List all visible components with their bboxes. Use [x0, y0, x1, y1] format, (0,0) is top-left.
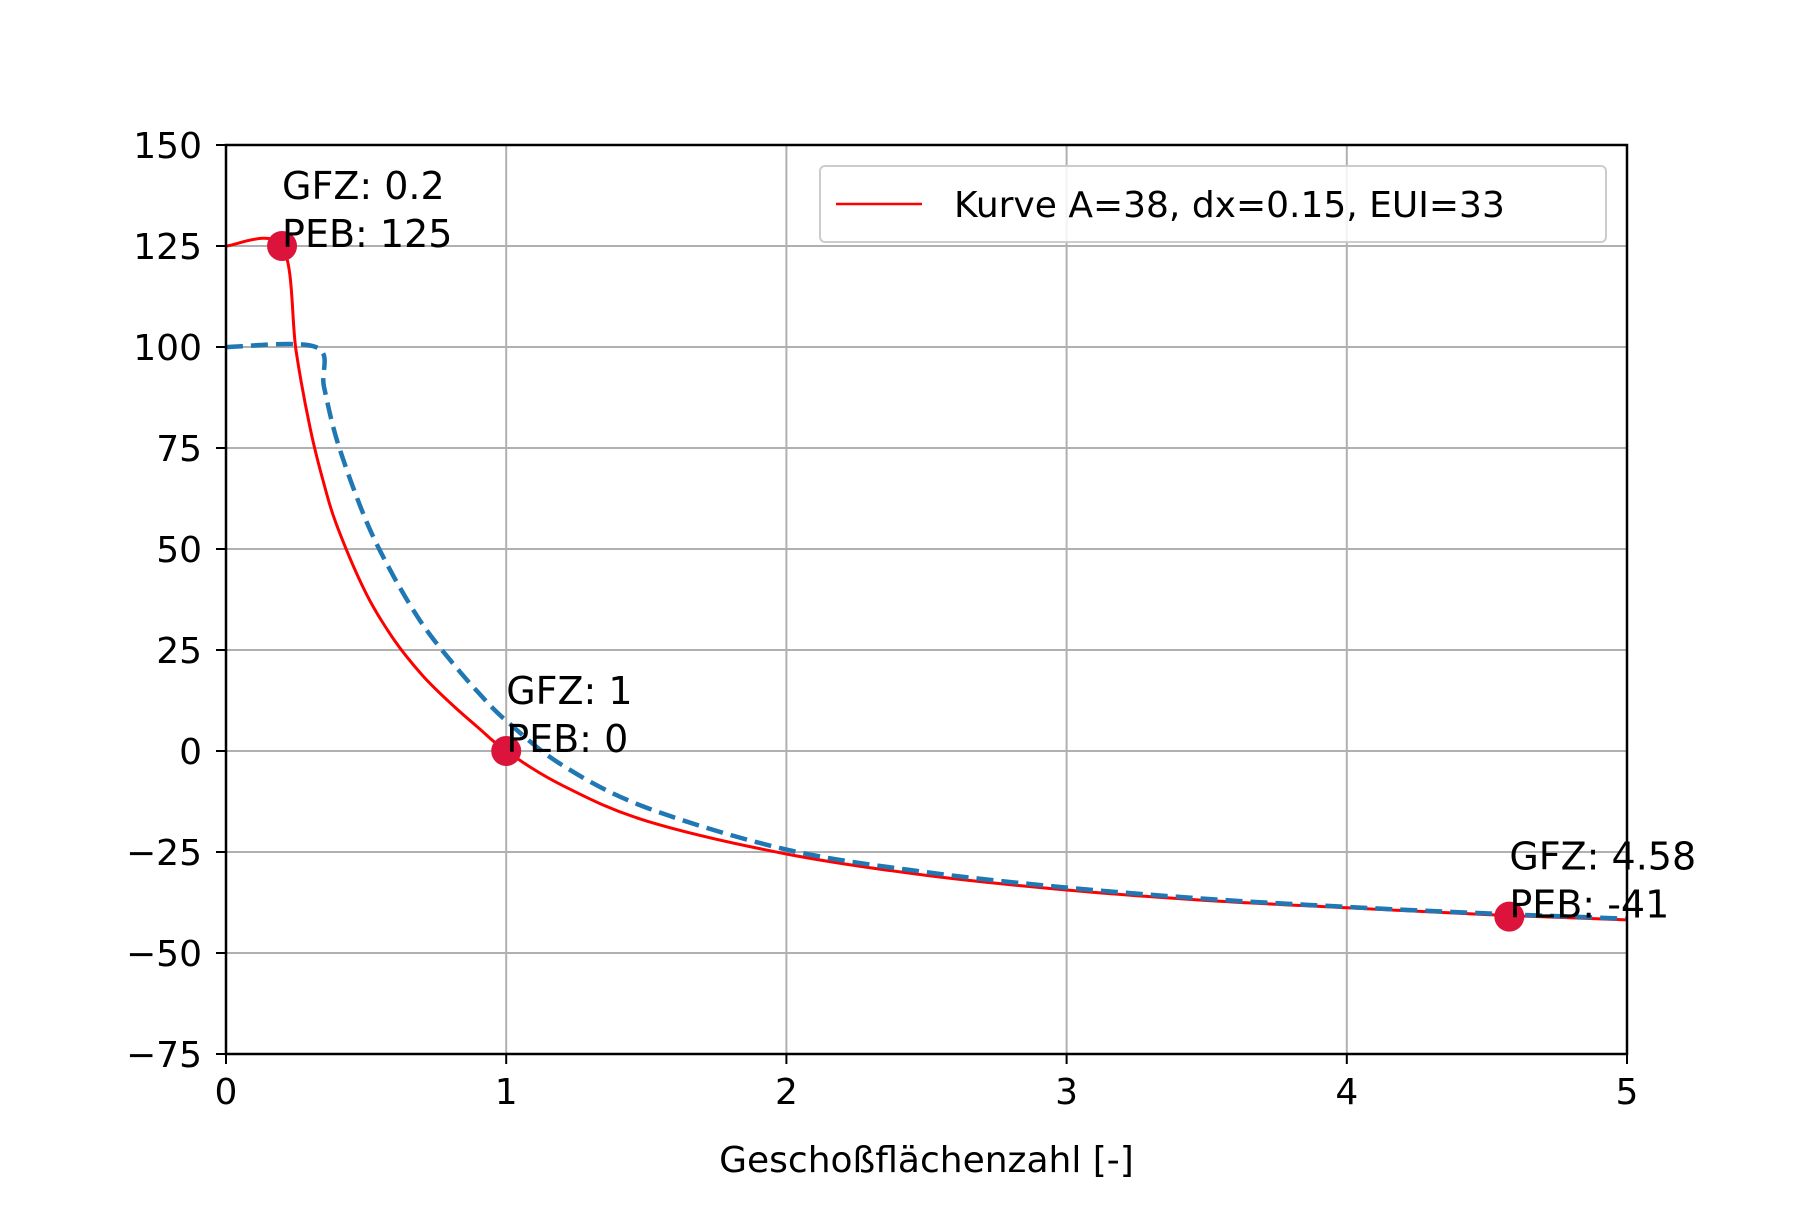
point-annotation-peb: PEB: -41: [1509, 883, 1669, 927]
y-tick-label: 25: [156, 631, 202, 672]
point-annotation-gfz: GFZ: 1: [506, 669, 632, 713]
axis-ticks: 0 1 2 3 4 5 −75 −50 −25 0 25 50 75 100 125 150: [126, 126, 1638, 1113]
legend-label-kurve: Kurve A=38, dx=0.15, EUI=33: [954, 185, 1505, 226]
point-annotation-peb: PEB: 0: [506, 717, 628, 761]
highlight-point: [267, 231, 298, 261]
y-tick-label: 50: [156, 530, 202, 571]
x-tick-label: 3: [1055, 1072, 1078, 1113]
series-lines: [225, 236, 1628, 922]
legend: Kurve A=38, dx=0.15, EUI=33: [819, 165, 1607, 243]
x-tick-label: 5: [1616, 1072, 1639, 1113]
point-annotation-gfz: GFZ: 4.58: [1509, 835, 1696, 879]
y-tick-label: 100: [133, 328, 202, 369]
grid: [225, 144, 1628, 1055]
series-line-kurve: [225, 236, 1628, 922]
y-tick-label: 0: [179, 732, 202, 773]
series-line-dashed: [225, 341, 1628, 921]
y-tick-label: 125: [133, 227, 202, 268]
y-tick-label: −25: [126, 833, 202, 874]
plot-frame: [224, 143, 1629, 1056]
highlight-point: [491, 736, 522, 766]
legend-box: [819, 165, 1607, 243]
x-tick-label: 0: [215, 1072, 238, 1113]
point-annotation-peb: PEB: 125: [282, 212, 452, 256]
x-axis-label: Geschoßflächenzahl [-]: [719, 1140, 1134, 1181]
y-tick-label: −50: [126, 934, 202, 975]
y-tick-label: −75: [126, 1035, 202, 1076]
x-tick-label: 2: [775, 1072, 798, 1113]
x-tick-label: 1: [495, 1072, 518, 1113]
y-tick-label: 150: [133, 126, 202, 167]
point-annotation-gfz: GFZ: 0.2: [282, 164, 445, 208]
highlight-point: [1494, 901, 1525, 932]
y-tick-label: 75: [156, 429, 202, 470]
x-tick-label: 4: [1335, 1072, 1358, 1113]
